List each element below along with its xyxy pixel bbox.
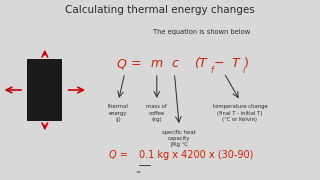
Text: m: m — [151, 57, 163, 70]
Text: Calculating thermal energy changes: Calculating thermal energy changes — [65, 5, 255, 15]
Text: Q =: Q = — [109, 150, 128, 160]
Text: specific heat
capacity
J/Kg °C: specific heat capacity J/Kg °C — [162, 130, 196, 147]
Text: T: T — [231, 57, 239, 70]
Bar — [27, 59, 62, 121]
Text: (T: (T — [194, 57, 206, 70]
Text: ): ) — [244, 57, 249, 70]
Text: thermal
energy
(J): thermal energy (J) — [108, 104, 129, 122]
Text: 0.1 kg x 4200 x (30-90): 0.1 kg x 4200 x (30-90) — [139, 150, 253, 160]
Text: −: − — [214, 57, 224, 70]
Text: temperature change
(final T - initial T)
(°C or Kelvin): temperature change (final T - initial T)… — [212, 104, 268, 122]
Text: i: i — [243, 66, 245, 75]
Text: f: f — [211, 66, 213, 75]
Text: =: = — [135, 170, 140, 175]
Text: =: = — [131, 57, 141, 70]
Text: Q: Q — [117, 57, 126, 70]
Text: c: c — [171, 57, 178, 70]
Text: mass of
coffee
(kg): mass of coffee (kg) — [147, 104, 167, 122]
Text: The equation is shown below: The equation is shown below — [153, 29, 250, 35]
